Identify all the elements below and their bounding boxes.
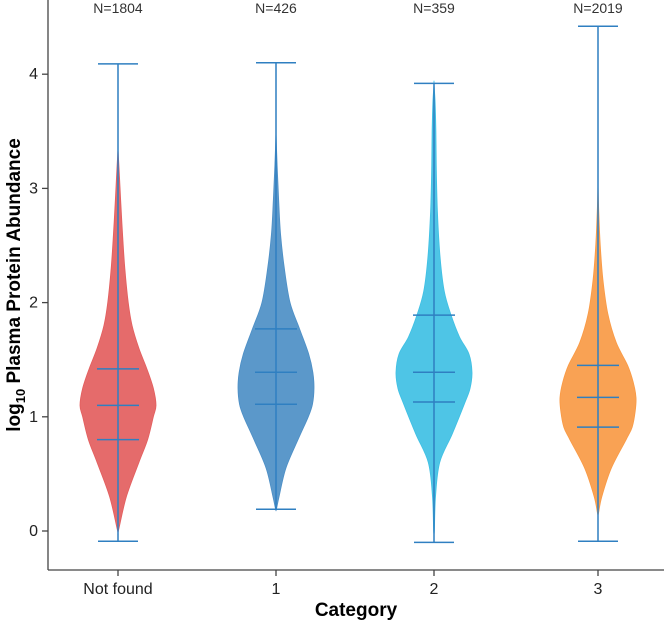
count-label: N=359: [413, 0, 455, 16]
x-tick-label: 3: [594, 581, 603, 598]
x-tick-label: Not found: [83, 581, 152, 598]
count-label: N=2019: [573, 0, 623, 16]
count-labels-layer: N=1804 N=426 N=359 N=2019: [93, 0, 623, 16]
violin-group: [559, 25, 637, 543]
violins-layer: [79, 25, 637, 544]
y-tick-label: 2: [29, 295, 38, 312]
y-axis-title-rest: Plasma Protein Abundance: [4, 138, 25, 389]
y-ticks-layer: 0 1 2 3 4: [29, 66, 48, 540]
count-label: N=426: [255, 0, 297, 16]
x-tick-label: 2: [430, 581, 439, 598]
x-tick-label: 1: [272, 581, 281, 598]
violin-group: [79, 63, 157, 543]
violin-group: [237, 62, 315, 512]
y-tick-label: 0: [29, 523, 38, 540]
violin-group: [395, 80, 473, 544]
y-axis-title: log10 Plasma Protein Abundance: [4, 138, 28, 432]
x-ticks-layer: Not found 1 2 3: [83, 570, 603, 598]
y-tick-label: 4: [29, 66, 38, 83]
y-tick-label: 1: [29, 409, 38, 426]
count-label: N=1804: [93, 0, 143, 16]
y-tick-label: 3: [29, 180, 38, 197]
x-axis-title: Category: [315, 600, 398, 621]
y-axis-title-prefix: log: [4, 403, 25, 432]
y-axis-title-subscript: 10: [13, 389, 28, 403]
